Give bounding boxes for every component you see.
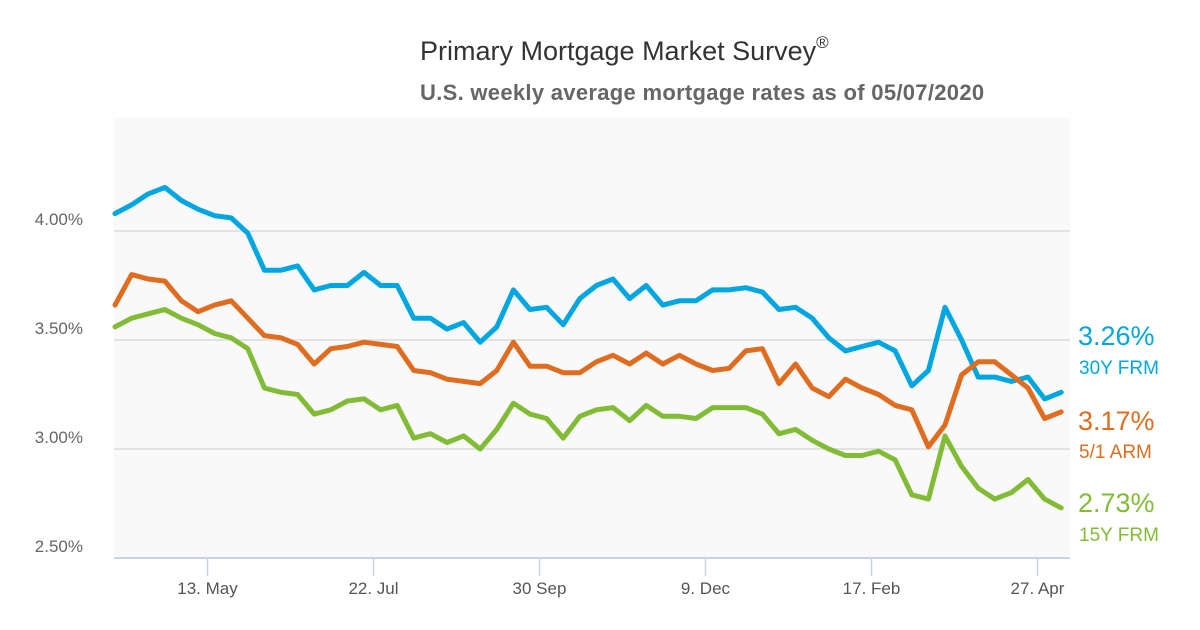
series-name-label: 15Y FRM [1079, 525, 1159, 546]
series-end-value: 3.17% [1078, 406, 1155, 436]
series-end-value: 3.26% [1078, 321, 1155, 351]
series-end-value: 2.73% [1078, 488, 1155, 518]
series-name-label: 5/1 ARM [1079, 442, 1152, 463]
series-line-30y-frm [112, 184, 1064, 402]
x-tick-label: 30 Sep [513, 579, 567, 598]
x-tick-label: 17. Feb [843, 579, 901, 598]
y-tick-label: 3.00% [35, 428, 83, 447]
x-tick-label: 27. Apr [1011, 579, 1065, 598]
y-tick-label: 2.50% [35, 537, 83, 556]
x-tick-label: 13. May [177, 579, 238, 598]
series-line-15y-frm [112, 307, 1064, 511]
y-tick-label: 3.50% [35, 319, 83, 338]
chart-title: Primary Mortgage Market Survey® [420, 33, 829, 66]
series-name-label: 30Y FRM [1079, 358, 1159, 379]
y-tick-label: 4.00% [35, 210, 83, 229]
series-line-5-1-arm [112, 272, 1064, 450]
plot-background [114, 118, 1070, 558]
x-tick-label: 9. Dec [681, 579, 731, 598]
chart-subtitle: U.S. weekly average mortgage rates as of… [420, 80, 984, 105]
x-tick-label: 22. Jul [348, 579, 398, 598]
